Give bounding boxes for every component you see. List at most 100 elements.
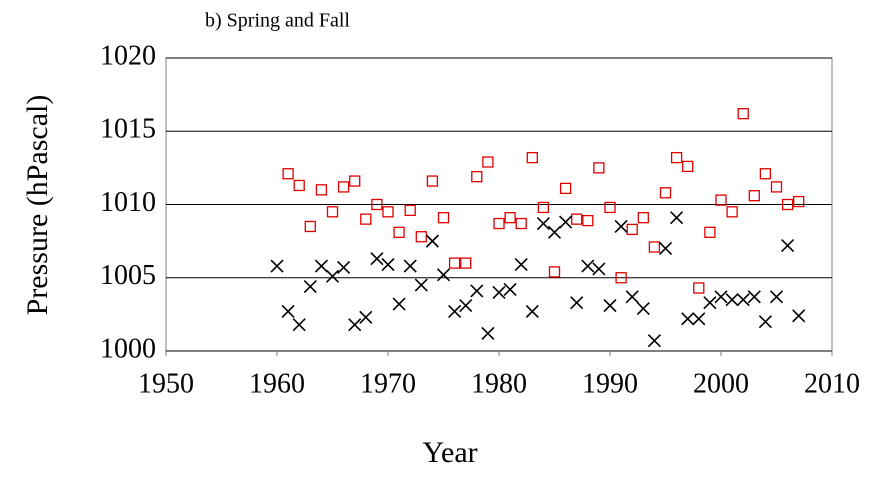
x-tick-label: 1980 <box>471 368 527 399</box>
point <box>392 297 406 311</box>
point <box>604 201 616 214</box>
point <box>448 304 462 319</box>
x-tick-label: 1990 <box>582 368 638 399</box>
x-tick-label: 1960 <box>249 368 305 399</box>
point <box>514 257 528 272</box>
x-tick-label: 1950 <box>138 368 194 399</box>
y-tick-label: 1005 <box>100 260 156 291</box>
point <box>736 293 750 307</box>
point <box>770 181 783 193</box>
point <box>625 290 639 304</box>
point <box>382 206 394 218</box>
point <box>482 156 494 168</box>
y-tick-label: 1000 <box>100 333 156 364</box>
point <box>647 334 661 348</box>
point <box>270 259 284 273</box>
point <box>292 318 306 332</box>
point <box>648 241 661 253</box>
point <box>436 268 451 282</box>
y-tick-label: 1015 <box>100 114 156 145</box>
point <box>471 171 483 183</box>
point <box>548 266 561 278</box>
point <box>614 219 628 234</box>
point <box>326 206 339 218</box>
point <box>626 223 638 236</box>
point <box>460 257 472 269</box>
point <box>281 304 295 319</box>
point <box>293 179 305 192</box>
point <box>515 217 527 230</box>
y-axis-label: Pressure (hPascal) <box>21 95 54 316</box>
point <box>781 198 794 211</box>
point <box>658 241 673 256</box>
point <box>493 217 505 230</box>
point <box>692 312 706 326</box>
x-tick-label: 1970 <box>360 368 416 399</box>
point <box>792 309 806 323</box>
point <box>693 282 705 294</box>
point <box>759 168 772 180</box>
point <box>559 215 573 229</box>
point <box>769 290 784 304</box>
point <box>359 310 373 324</box>
point <box>525 304 539 319</box>
point <box>704 226 716 238</box>
point <box>459 299 473 313</box>
x-axis-label: Year <box>422 436 477 469</box>
point <box>304 220 316 233</box>
point <box>403 259 417 273</box>
point <box>503 282 517 297</box>
x-tick-label: 2000 <box>693 368 749 399</box>
point <box>348 318 362 332</box>
point <box>315 184 328 196</box>
point <box>337 181 350 193</box>
point <box>593 162 605 174</box>
point <box>448 257 461 269</box>
point <box>781 238 795 253</box>
point <box>282 168 294 180</box>
y-tick-label: 1020 <box>100 40 156 71</box>
point <box>492 285 506 299</box>
point <box>615 272 627 284</box>
point <box>547 225 562 239</box>
point <box>748 190 760 202</box>
point <box>314 259 328 273</box>
point <box>504 212 516 224</box>
point <box>670 211 684 225</box>
point <box>381 257 395 272</box>
point <box>526 151 538 164</box>
point <box>414 278 428 292</box>
point <box>659 187 672 199</box>
point <box>393 226 405 238</box>
point <box>715 194 727 206</box>
point <box>570 296 584 310</box>
chart-title: b) Spring and Fall <box>205 10 350 32</box>
point <box>582 214 594 227</box>
point <box>437 212 450 224</box>
point <box>536 216 550 231</box>
point <box>637 212 649 224</box>
point <box>725 293 739 307</box>
point <box>404 204 416 217</box>
point <box>371 198 383 211</box>
point <box>726 206 738 218</box>
point <box>571 213 583 225</box>
point <box>747 290 761 304</box>
point <box>415 231 427 243</box>
point <box>426 175 439 187</box>
point <box>303 279 317 294</box>
point <box>425 234 439 248</box>
point <box>360 213 372 225</box>
point <box>636 301 650 316</box>
point <box>349 175 361 187</box>
point <box>581 259 595 273</box>
point <box>793 195 805 208</box>
point <box>670 151 683 164</box>
point <box>470 284 484 298</box>
point <box>737 108 749 120</box>
point <box>592 262 606 276</box>
y-tick-label: 1010 <box>100 187 156 218</box>
point <box>682 160 694 173</box>
point <box>559 182 572 195</box>
